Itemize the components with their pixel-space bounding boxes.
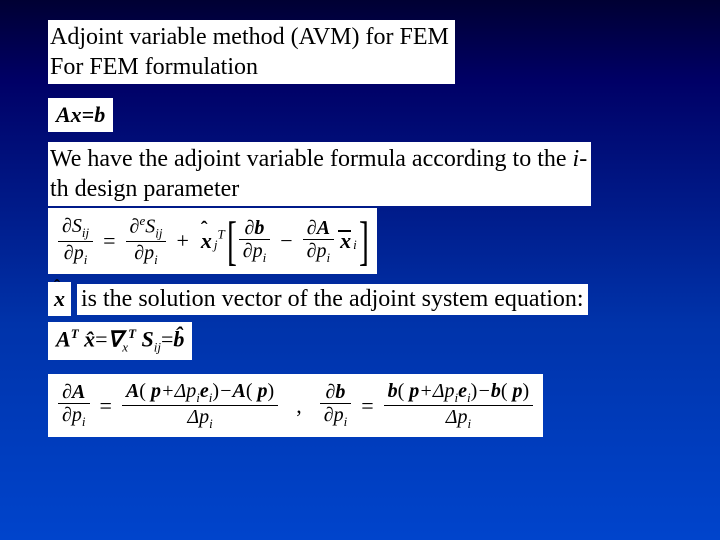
right-bracket: ]	[359, 214, 369, 268]
fd-dA: ∂A ∂pi	[58, 381, 90, 429]
fd-A-rhs: A( p+Δpiei)−A( p) Δpi	[122, 380, 278, 432]
eq-equals: =	[97, 228, 121, 254]
fd-b-rhs: b( p+Δpiei)−b( p) Δpi	[384, 380, 534, 432]
xhat-symbol: ˆx	[48, 282, 71, 316]
slide-content: Adjoint variable method (AVM) for FEM Fo…	[0, 0, 720, 457]
eq-main: ∂Sij ∂pi = ∂eSij ∂pi + xjT [ ∂b ∂pi − ∂A…	[48, 208, 377, 274]
eq-main-rhs1: ∂eSij ∂pi	[126, 214, 167, 267]
eq-adjoint-system: AT x̂=∇xT Sij=b̂	[48, 322, 192, 360]
xhat-j: x	[199, 228, 214, 254]
body-text-2: is the solution vector of the adjoint sy…	[77, 284, 588, 315]
fd-db: ∂b ∂pi	[320, 381, 352, 429]
xbar-i: x	[338, 228, 353, 254]
eq-plus: +	[170, 228, 194, 254]
eq-main-lhs: ∂Sij ∂pi	[58, 215, 93, 267]
body-text-1: We have the adjoint variable formula acc…	[48, 142, 591, 206]
eq-finite-diff: ∂A ∂pi = A( p+Δpiei)−A( p) Δpi , ∂b ∂pi …	[48, 374, 543, 438]
eq-main-br1: ∂b ∂pi	[239, 217, 271, 265]
title-block: Adjoint variable method (AVM) for FEM Fo…	[48, 20, 455, 84]
eq-minus: −	[274, 228, 298, 254]
eq-main-br2: ∂A ∂pi	[303, 217, 335, 265]
xhat-line: ˆx is the solution vector of the adjoint…	[48, 282, 680, 316]
eq-fem: Ax=b	[48, 98, 113, 132]
title-line-1: Adjoint variable method (AVM) for FEM	[50, 22, 449, 52]
title-line-2: For FEM formulation	[50, 52, 449, 82]
body1-line1: We have the adjoint variable formula acc…	[50, 146, 587, 172]
body1-line2: th design parameter	[50, 176, 239, 202]
left-bracket: [	[227, 214, 237, 268]
